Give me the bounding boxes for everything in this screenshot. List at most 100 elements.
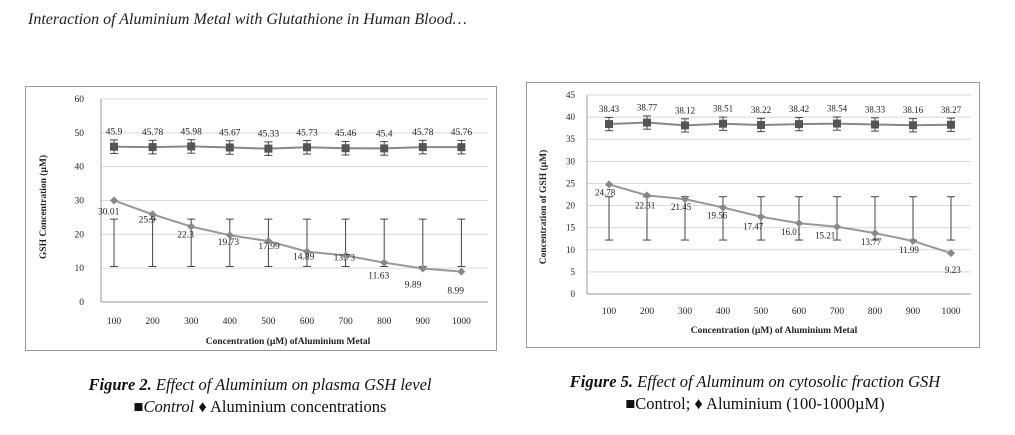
aluminium-point [341,251,350,260]
control-data-label: 45.9 [106,128,123,138]
aluminium-data-label: 24.78 [595,187,616,197]
x-tick-label: 200 [145,317,160,327]
x-tick-label: 500 [754,307,769,317]
control-data-label: 45.78 [142,128,164,138]
aluminium-point [833,222,841,231]
y-tick-label: 40 [566,112,576,122]
control-point [341,144,350,153]
control-point [757,120,765,129]
control-point [457,143,466,152]
x-axis-label: Concentration (µM) of Aluminium Metal [691,325,858,336]
control-point [947,120,955,129]
control-point [187,142,196,151]
y-tick-label: 60 [75,95,85,105]
aluminium-data-label: 13.77 [861,237,882,247]
x-tick-label: 600 [792,307,807,317]
running-header: Interaction of Aluminium Metal with Glut… [28,11,467,28]
control-point [909,121,917,130]
figure-5-chart: 0 5 10 15 20 25 30 35 40 45 100 200 300 400 500 600 700 8… [526,82,980,348]
aluminium-point [225,231,234,240]
figure-2-svg: 0 10 20 30 40 50 60 100 200 300 400 500 600 700 800 900… [38,95,488,347]
aluminium-series-line [608,183,952,255]
aluminium-point [110,196,118,205]
y-tick-label: 30 [566,156,576,166]
control-series-line [608,121,952,127]
aluminium-diamond-icon: ♦ [198,397,207,416]
aluminium-point [909,236,917,245]
x-tick-label: 400 [223,317,238,327]
figure-2-label: Figure 2. [88,375,152,394]
control-data-label: 45.67 [219,128,241,138]
aluminium-data-label: 16.01 [781,227,801,237]
aluminium-data-label: 13.73 [334,254,356,264]
figure-2-caption: Figure 2. Effect of Aluminium on plasma … [25,374,495,418]
y-axis-label: Concentration of GSH (µM) [538,150,549,264]
aluminium-data-label: 17.99 [258,242,280,252]
control-data-label: 45.78 [412,128,434,138]
y-tick-label: 0 [79,298,84,308]
control-point [605,120,613,129]
x-tick-label: 800 [377,317,392,327]
control-point [418,143,427,152]
y-tick-label: 20 [75,230,85,240]
control-data-label: 45.46 [335,129,357,139]
control-point [225,143,234,152]
y-tick-label: 20 [566,201,576,211]
y-tick-label: 15 [566,223,576,233]
aluminium-data-label: 14.89 [293,253,315,263]
aluminium-point [605,180,613,189]
control-point [871,120,879,129]
legend-control-text: Control [143,397,195,416]
x-tick-label: 100 [107,317,122,327]
control-data-label: 38.33 [865,104,886,114]
y-tick-label: 10 [75,264,85,274]
x-tick-label: 900 [906,307,921,317]
y-tick-label: 25 [566,178,576,188]
x-tick-label: 400 [716,307,731,317]
aluminium-point [795,219,803,228]
control-point [380,144,389,153]
control-data-label: 38.77 [637,103,658,113]
aluminium-data-label: 30.01 [98,207,120,217]
x-tick-label: 500 [261,317,276,327]
control-data-label: 38.16 [903,105,924,115]
aluminium-data-label: 22.3 [177,231,194,241]
control-data-label: 45.4 [376,129,393,139]
figure-5-caption-legend: ■Control; ♦ Aluminium (100-1000µM) [625,394,885,413]
x-tick-label: 800 [868,307,883,317]
y-tick-label: 40 [75,163,85,173]
aluminium-data-label: 15.21 [815,231,835,241]
control-data-label: 38.54 [827,104,848,114]
y-tick-label: 35 [566,134,576,144]
figure-5-caption-line1: Figure 5. Effect of Aluminum on cytosoli… [510,371,1000,393]
control-data-label: 38.22 [751,105,771,115]
x-tick-label: 700 [338,317,353,327]
control-data-label: 38.51 [713,104,733,114]
x-tick-label: 600 [300,317,315,327]
control-point [795,120,803,129]
aluminium-data-label: 11.63 [368,272,389,282]
aluminium-point [757,212,765,221]
x-axis-label: Concentration (µM) ofAluminium Metal [206,336,371,347]
x-tick-label: 200 [640,307,655,317]
figure-2-caption-legend: ■Control ♦ Aluminium concentrations [25,396,495,418]
aluminium-point [264,237,273,246]
y-tick-label: 0 [571,289,576,299]
control-square-icon: ■ [133,397,144,416]
aluminium-data-label: 21.45 [671,202,692,212]
control-point [643,118,651,127]
figure-5-caption: Figure 5. Effect of Aluminum on cytosoli… [510,371,1000,415]
aluminium-point [148,210,157,219]
x-tick-label: 1000 [452,317,471,327]
figure-2-chart: 0 10 20 30 40 50 60 100 200 300 400 500 600 700 800 900… [25,86,497,351]
aluminium-point [947,249,955,258]
x-tick-label: 1000 [942,307,961,317]
control-data-label: 45.98 [181,127,203,137]
control-data-label: 45.76 [451,128,473,138]
y-tick-label: 50 [75,129,85,139]
control-data-label: 38.43 [599,104,620,114]
x-tick-label: 900 [416,317,431,327]
x-tick-label: 700 [830,307,845,317]
control-point [264,144,273,153]
x-tick-label: 300 [184,317,199,327]
